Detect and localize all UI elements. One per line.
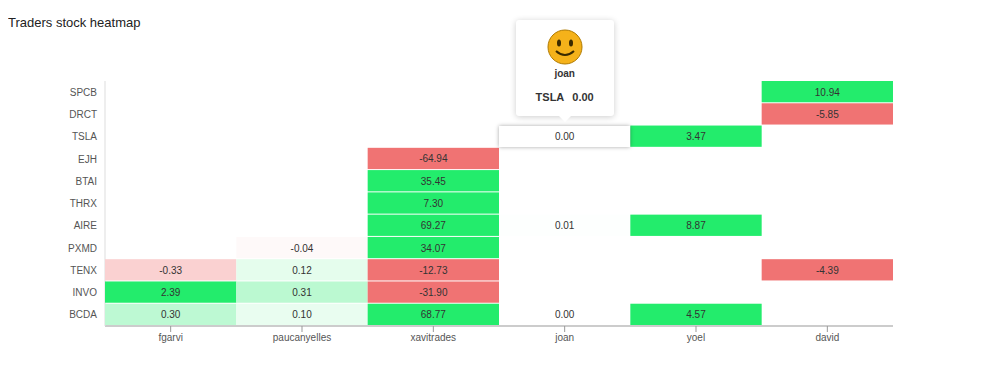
html-text:TSLA: TSLA xyxy=(535,90,565,103)
svg-text:0.12: 0.12 xyxy=(292,265,312,276)
html-text:0.00: 0.00 xyxy=(572,90,594,103)
svg-text:BTAI: BTAI xyxy=(76,176,97,187)
svg-text:TSLA: TSLA xyxy=(72,131,97,142)
svg-text:-5.85: -5.85 xyxy=(816,109,839,120)
html-text:Traders stock heatmap: Traders stock heatmap xyxy=(8,15,141,30)
svg-text:2.39: 2.39 xyxy=(161,287,181,298)
svg-text:10.94: 10.94 xyxy=(815,87,840,98)
svg-text:joan: joan xyxy=(554,332,574,343)
svg-text:35.45: 35.45 xyxy=(421,176,446,187)
svg-text:xavitrades: xavitrades xyxy=(411,332,457,343)
svg-text:yoel: yoel xyxy=(687,332,705,343)
svg-text:3.47: 3.47 xyxy=(686,131,706,142)
svg-text:68.77: 68.77 xyxy=(421,309,446,320)
svg-text:TENX: TENX xyxy=(70,265,97,276)
svg-text:SPCB: SPCB xyxy=(70,87,98,98)
svg-text:7.30: 7.30 xyxy=(424,198,444,209)
svg-text:0.10: 0.10 xyxy=(292,309,312,320)
svg-text:0.31: 0.31 xyxy=(292,287,312,298)
svg-text:4.57: 4.57 xyxy=(686,309,706,320)
svg-text:-12.73: -12.73 xyxy=(419,265,448,276)
svg-text:INVO: INVO xyxy=(73,287,98,298)
svg-text:0.00: 0.00 xyxy=(555,131,575,142)
svg-text:david: david xyxy=(815,332,839,343)
svg-text:THRX: THRX xyxy=(70,198,98,209)
svg-text:-4.39: -4.39 xyxy=(816,265,839,276)
svg-text:0.01: 0.01 xyxy=(555,220,575,231)
svg-text:DRCT: DRCT xyxy=(69,109,97,120)
svg-text:0.30: 0.30 xyxy=(161,309,181,320)
svg-text:-64.94: -64.94 xyxy=(419,153,448,164)
html-text:joan: joan xyxy=(554,67,575,79)
svg-text:-0.33: -0.33 xyxy=(159,265,182,276)
svg-text:69.27: 69.27 xyxy=(421,220,446,231)
svg-text:BCDA: BCDA xyxy=(69,309,97,320)
svg-text:fgarvi: fgarvi xyxy=(158,332,182,343)
svg-text:-31.90: -31.90 xyxy=(419,287,448,298)
svg-text:EJH: EJH xyxy=(78,154,97,165)
svg-text:34.07: 34.07 xyxy=(421,243,446,254)
svg-text:-0.04: -0.04 xyxy=(291,243,314,254)
svg-text:AIRE: AIRE xyxy=(74,220,98,231)
svg-text:paucanyelles: paucanyelles xyxy=(273,332,331,343)
svg-text:8.87: 8.87 xyxy=(686,220,706,231)
svg-text:0.00: 0.00 xyxy=(555,309,575,320)
svg-text:PXMD: PXMD xyxy=(68,243,97,254)
